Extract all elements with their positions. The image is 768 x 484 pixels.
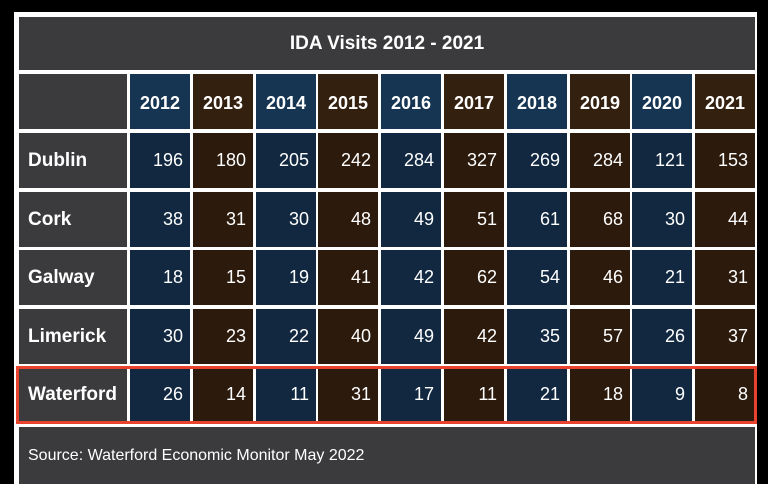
year-header: 2016	[381, 74, 441, 129]
table-cell: 37	[695, 309, 755, 364]
table-cell: 9	[632, 367, 692, 422]
table-cell: 38	[130, 192, 190, 247]
table-cell: 23	[193, 309, 253, 364]
table-cell: 8	[695, 367, 755, 422]
table-cell: 68	[570, 192, 630, 247]
table-cell: 21	[507, 367, 567, 422]
table-cell: 18	[130, 250, 190, 305]
row-label: Dublin	[19, 133, 127, 188]
year-header: 2015	[318, 74, 378, 129]
table-cell: 51	[444, 192, 504, 247]
year-header: 2020	[632, 74, 692, 129]
table-cell: 284	[570, 133, 630, 188]
year-header: 2014	[256, 74, 316, 129]
table-cell: 19	[256, 250, 316, 305]
table-cell: 62	[444, 250, 504, 305]
year-header: 2012	[130, 74, 190, 129]
row-label: Limerick	[19, 309, 127, 364]
table-cell: 42	[444, 309, 504, 364]
table-cell: 284	[381, 133, 441, 188]
year-header: 2013	[193, 74, 253, 129]
year-header: 2017	[444, 74, 504, 129]
year-header: 2021	[695, 74, 755, 129]
table-cell: 35	[507, 309, 567, 364]
year-header: 2018	[507, 74, 567, 129]
table-cell: 18	[570, 367, 630, 422]
table-cell: 41	[318, 250, 378, 305]
table-cell: 44	[695, 192, 755, 247]
table-cell: 242	[318, 133, 378, 188]
table-cell: 30	[130, 309, 190, 364]
year-header: 2019	[570, 74, 630, 129]
table-cell: 31	[318, 367, 378, 422]
table-cell: 26	[130, 367, 190, 422]
table-cell: 30	[256, 192, 316, 247]
table-cell: 48	[318, 192, 378, 247]
table-cell: 31	[695, 250, 755, 305]
table-cell: 205	[256, 133, 316, 188]
table-cell: 153	[695, 133, 755, 188]
table-cell: 31	[193, 192, 253, 247]
table-cell: 14	[193, 367, 253, 422]
table-cell: 22	[256, 309, 316, 364]
table-cell: 180	[193, 133, 253, 188]
table-cell: 46	[570, 250, 630, 305]
table-cell: 196	[130, 133, 190, 188]
table-cell: 61	[507, 192, 567, 247]
source-note: Source: Waterford Economic Monitor May 2…	[19, 427, 755, 484]
table-cell: 54	[507, 250, 567, 305]
table-cell: 15	[193, 250, 253, 305]
table-cell: 30	[632, 192, 692, 247]
table-cell: 42	[381, 250, 441, 305]
table-cell: 57	[570, 309, 630, 364]
table-cell: 11	[256, 367, 316, 422]
table-cell: 21	[632, 250, 692, 305]
table-cell: 11	[444, 367, 504, 422]
table-cell: 49	[381, 309, 441, 364]
table-cell: 26	[632, 309, 692, 364]
row-label: Cork	[19, 192, 127, 247]
table-title: IDA Visits 2012 - 2021	[19, 17, 755, 70]
table-cell: 269	[507, 133, 567, 188]
table-cell: 17	[381, 367, 441, 422]
row-label: Waterford	[19, 367, 127, 422]
table-cell: 40	[318, 309, 378, 364]
table-cell: 121	[632, 133, 692, 188]
table-cell: 327	[444, 133, 504, 188]
table-cell: 49	[381, 192, 441, 247]
row-label: Galway	[19, 250, 127, 305]
header-corner	[19, 74, 127, 129]
